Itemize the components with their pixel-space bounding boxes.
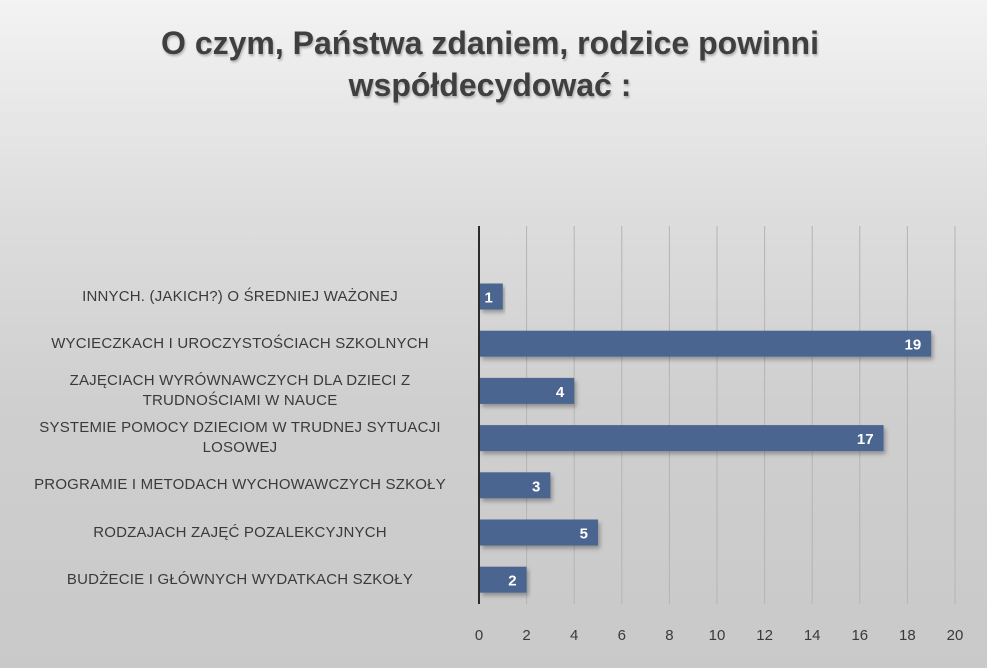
bar [480, 519, 598, 546]
bar [480, 566, 527, 593]
data-label: 4 [556, 384, 565, 401]
data-label: 19 [905, 337, 922, 354]
data-label: 3 [532, 478, 540, 495]
bar [480, 283, 503, 310]
category-label: SYSTEMIE POMOCY DZIECIOM W TRUDNEJ SYTUA… [39, 419, 441, 457]
data-label: 1 [484, 290, 492, 307]
category-label: WYCIECZKACH I UROCZYSTOŚCIACH SZKOLNYCH [51, 334, 429, 352]
bar [480, 472, 551, 499]
x-tick-label: 12 [756, 627, 773, 644]
category-label: ZAJĘCIACH WYRÓWNAWCZYCH DLA DZIECI Z TRU… [69, 371, 411, 409]
data-label: 5 [580, 526, 588, 543]
x-tick-label: 6 [618, 627, 626, 644]
data-label: 2 [508, 573, 516, 590]
x-tick-label: 20 [947, 627, 964, 644]
bar [480, 425, 884, 452]
data-label: 17 [857, 431, 874, 448]
x-tick-label: 18 [899, 627, 916, 644]
x-tick-label: 2 [522, 627, 530, 644]
category-label: BUDŻECIE I GŁÓWNYCH WYDATKACH SZKOŁY [66, 570, 414, 588]
chart-title: O czym, Państwa zdaniem, rodzice powinni… [161, 25, 819, 103]
x-tick-label: 10 [709, 627, 726, 644]
bar [480, 377, 575, 404]
x-tick-label: 14 [804, 627, 821, 644]
category-label: RODZAJACH ZAJĘĆ POZALEKCYJNYCH [93, 523, 387, 541]
x-tick-label: 16 [851, 627, 868, 644]
category-label: INNYCH. (JAKICH?) O ŚREDNIEJ WAŻONEJ [82, 287, 398, 305]
x-tick-label: 8 [665, 627, 673, 644]
x-tick-label: 4 [570, 627, 578, 644]
category-label: PROGRAMIE I METODACH WYCHOWAWCZYCH SZKOŁ… [34, 476, 446, 494]
bar [480, 330, 932, 357]
x-tick-label: 0 [475, 627, 483, 644]
